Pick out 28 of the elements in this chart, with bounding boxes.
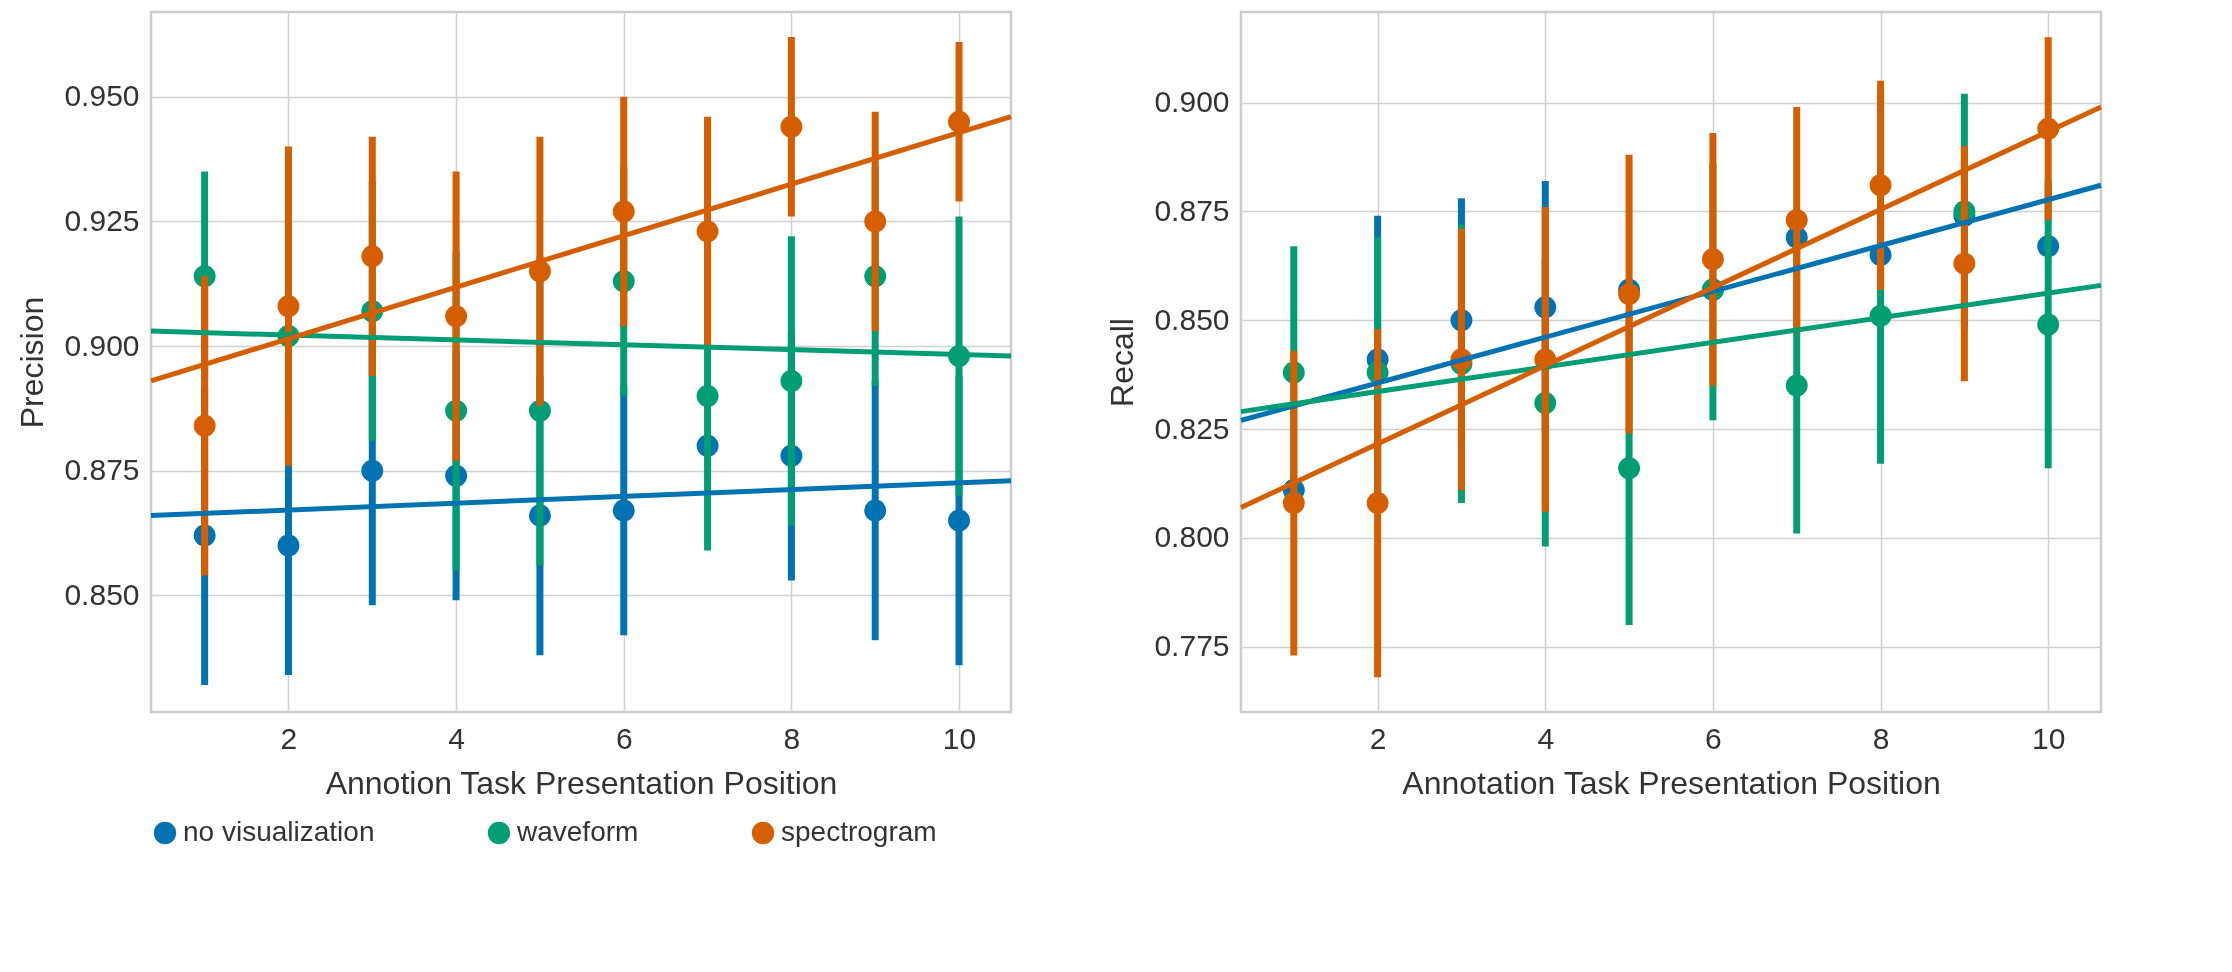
x-axis-title: Annotion Task Presentation Position (325, 764, 838, 801)
y-tick-label: 0.900 (1154, 85, 1230, 119)
y-tick-label: 0.950 (64, 79, 140, 113)
x-tick-label: 10 (942, 721, 977, 755)
x-tick-label: 10 (2032, 721, 2066, 755)
x-axis-title: Annotation Task Presentation Position (1402, 764, 1941, 801)
y-tick-label: 0.925 (64, 203, 140, 237)
y-tick-label: 0.850 (64, 577, 140, 611)
y-tick-label: 0.775 (1154, 629, 1230, 663)
x-tick-label: 6 (1705, 721, 1722, 755)
y-tick-label: 0.900 (64, 328, 140, 362)
y-tick-label: 0.800 (1154, 520, 1230, 554)
legend-label: waveform (516, 816, 639, 847)
x-tick-label: 8 (783, 721, 801, 755)
x-tick-label: 2 (1369, 721, 1387, 755)
y-tick-label: 0.825 (1154, 411, 1230, 445)
legend-label: spectrogram (781, 816, 937, 847)
y-tick-label: 0.875 (64, 453, 140, 487)
legend-label: no visualization (183, 816, 375, 847)
x-tick-label: 6 (615, 721, 633, 755)
y-tick-label: 0.850 (1154, 302, 1230, 336)
x-tick-label: 4 (1537, 721, 1555, 755)
x-tick-label: 8 (1872, 721, 1890, 755)
y-tick-label: 0.875 (1154, 193, 1230, 227)
y-axis-title: Precision (14, 296, 51, 429)
y-axis-title: Recall (1104, 318, 1141, 407)
x-tick-label: 2 (280, 721, 298, 755)
x-tick-label: 4 (448, 721, 465, 755)
